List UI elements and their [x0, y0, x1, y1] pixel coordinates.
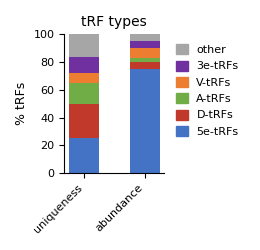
Bar	[129, 62, 160, 69]
Y-axis label: % tRFs: % tRFs	[15, 82, 28, 125]
Bar	[129, 41, 160, 48]
Title: tRF types: tRF types	[81, 15, 147, 29]
Bar	[69, 83, 99, 104]
Bar	[69, 73, 99, 83]
Bar	[69, 56, 99, 73]
Bar	[129, 34, 160, 41]
Legend: other, 3e-tRFs, V-tRFs, A-tRFs, D-tRFs, 5e-tRFs: other, 3e-tRFs, V-tRFs, A-tRFs, D-tRFs, …	[172, 40, 243, 141]
Bar	[129, 48, 160, 58]
Bar	[69, 138, 99, 173]
Bar	[129, 58, 160, 62]
Bar	[69, 34, 99, 56]
Bar	[69, 104, 99, 138]
Bar	[129, 69, 160, 173]
